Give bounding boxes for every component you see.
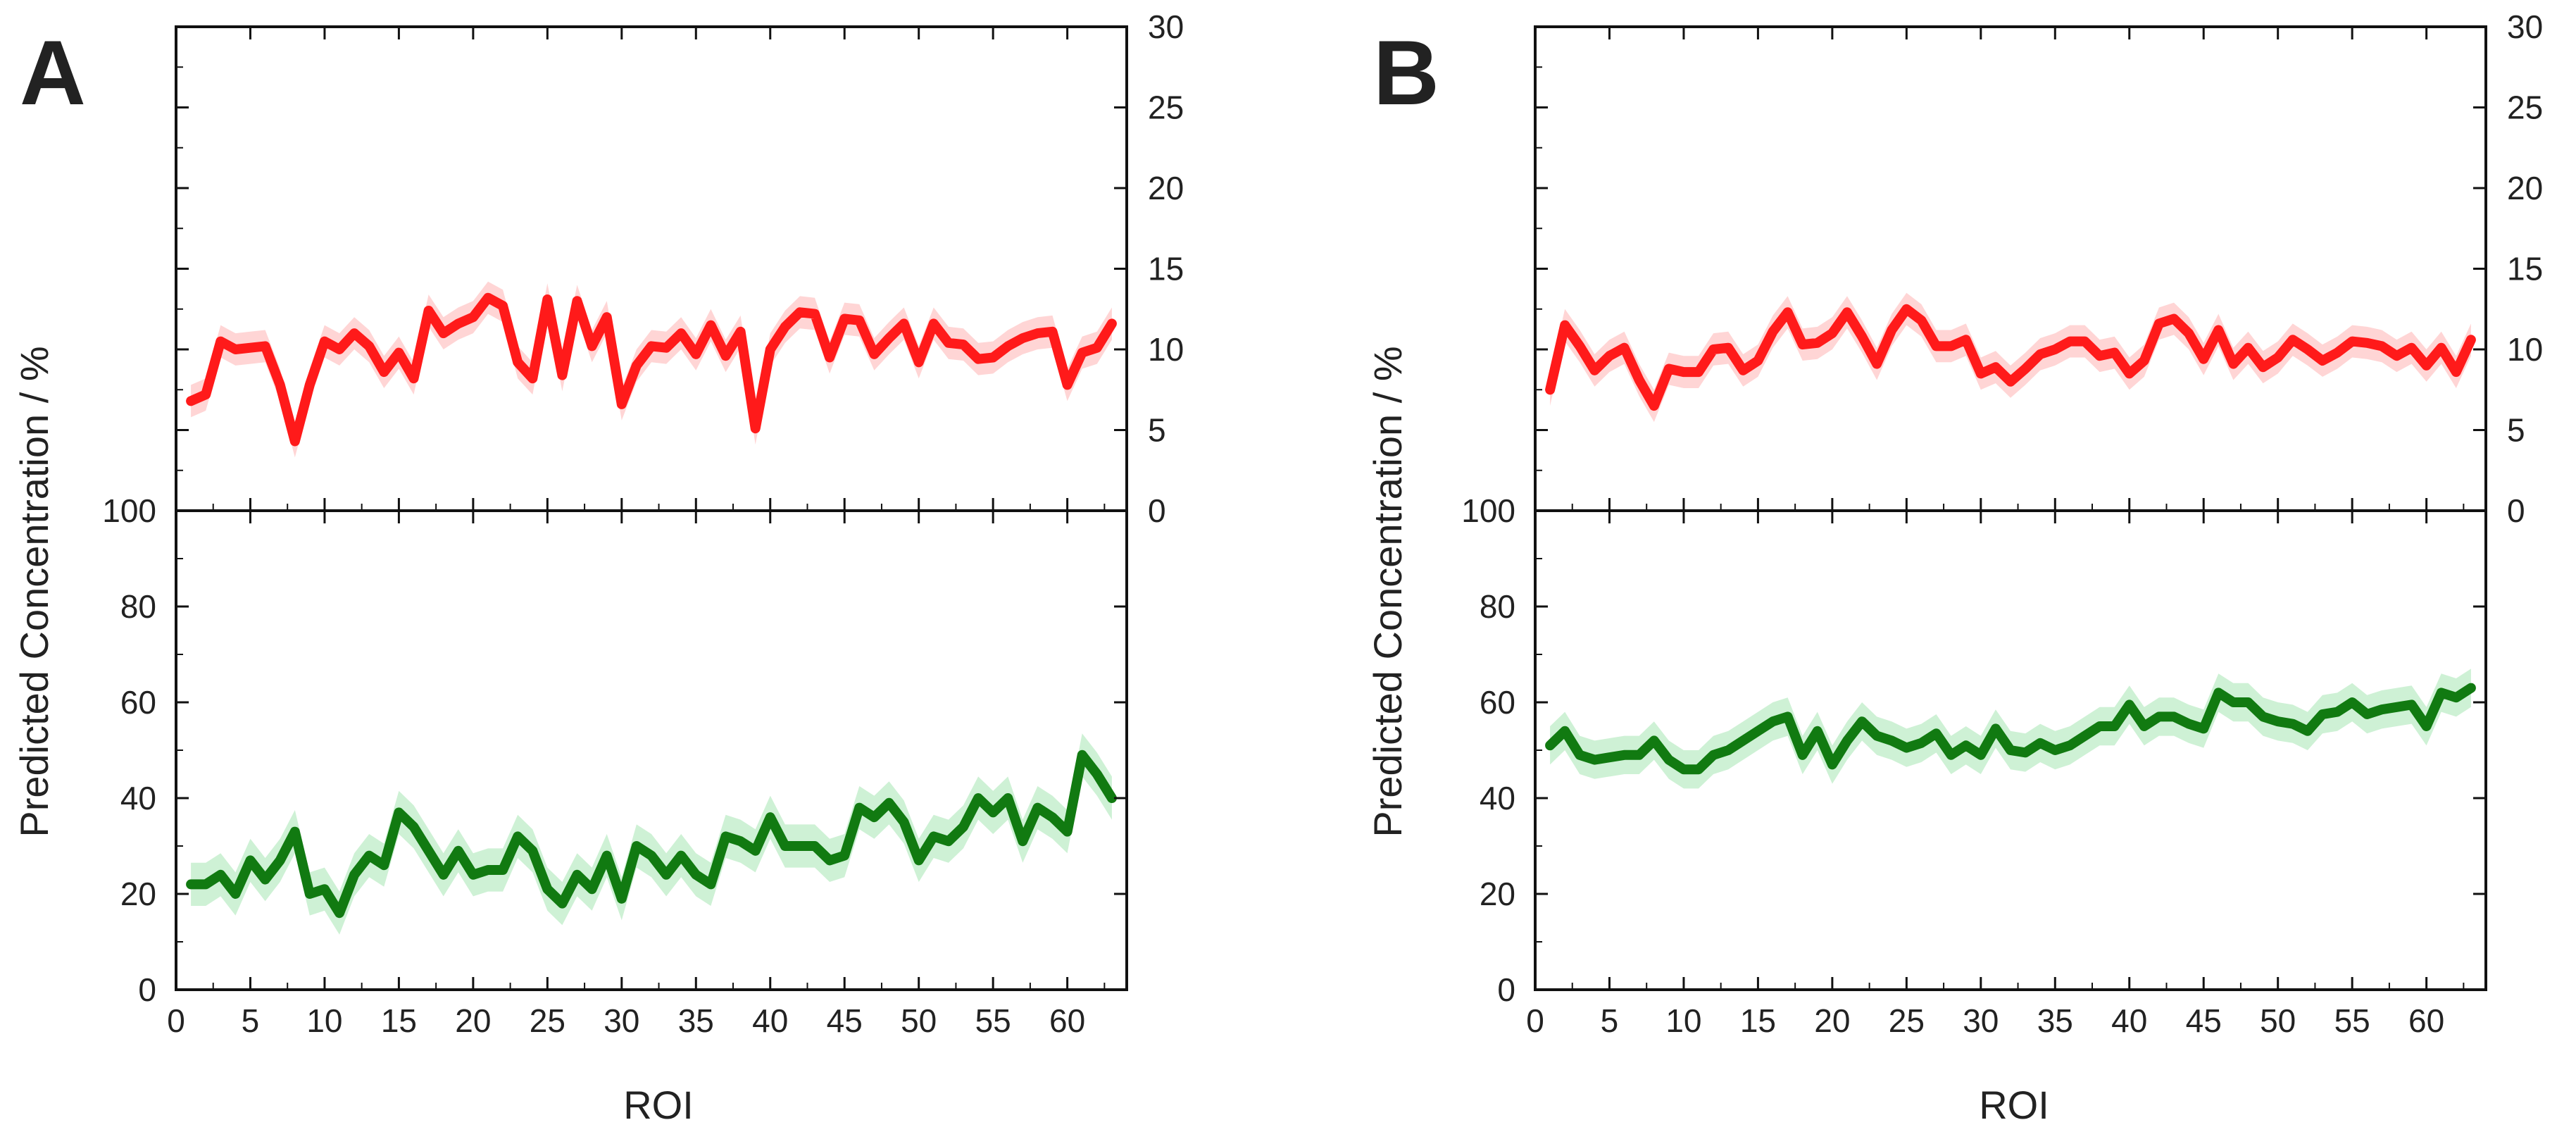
x-tick-label-a-15: 15: [381, 1002, 417, 1039]
y-tick-label-b-bottom-40: 40: [1480, 780, 1515, 816]
x-tick-label-b-0: 0: [1526, 1002, 1544, 1039]
y-tick-label-a-top-10: 10: [1148, 331, 1184, 368]
x-tick-label-b-60: 60: [2408, 1002, 2444, 1039]
y-tick-label-b-top-30: 30: [2507, 8, 2543, 45]
x-tick-label-a-55: 55: [975, 1002, 1011, 1039]
plot-frame-a-bottom: [175, 509, 1128, 991]
x-tick-label-b-35: 35: [2037, 1002, 2073, 1039]
y-tick-label-b-top-0: 0: [2507, 492, 2525, 529]
y-tick-label-a-bottom-0: 0: [138, 971, 156, 1008]
y-tick-label-a-bottom-100: 100: [102, 492, 156, 529]
chart-a-top: 0 5 10 15 20 25 30: [175, 8, 1184, 529]
plot-frame-a-top: [175, 25, 1128, 512]
x-tick-label-a-0: 0: [167, 1002, 185, 1039]
x-tick-label-a-60: 60: [1049, 1002, 1085, 1039]
x-tick-label-a-40: 40: [752, 1002, 788, 1039]
x-tick-label-a-5: 5: [242, 1002, 260, 1039]
y-tick-label-a-bottom-80: 80: [120, 588, 156, 625]
y-axis-title-a: Predicted Concentration / %: [12, 346, 56, 837]
chart-b-top: 0 5 10 15 20 25 30: [1534, 8, 2543, 529]
y-tick-label-b-top-10: 10: [2507, 331, 2543, 368]
x-axis-title-a: ROI: [623, 1083, 694, 1127]
y-tick-label-b-bottom-100: 100: [1461, 492, 1515, 529]
plot-frame-b-top: [1534, 25, 2487, 512]
y-tick-label-a-top-25: 25: [1148, 89, 1184, 126]
y-tick-label-b-bottom-80: 80: [1480, 588, 1515, 625]
x-tick-label-b-45: 45: [2186, 1002, 2222, 1039]
x-tick-label-a-50: 50: [901, 1002, 937, 1039]
x-tick-label-a-35: 35: [678, 1002, 714, 1039]
x-tick-label-a-45: 45: [827, 1002, 863, 1039]
y-tick-label-b-top-5: 5: [2507, 412, 2525, 449]
green-series-line-a-bottom: [186, 750, 1117, 919]
x-tick-label-b-55: 55: [2334, 1002, 2370, 1039]
y-axis-title-b: Predicted Concentration / %: [1365, 346, 1410, 837]
y-tick-label-b-top-15: 15: [2507, 251, 2543, 287]
y-tick-label-a-top-30: 30: [1148, 8, 1184, 45]
y-tick-label-a-top-5: 5: [1148, 412, 1166, 449]
y-tick-label-a-top-20: 20: [1148, 170, 1184, 206]
x-tick-label-a-20: 20: [455, 1002, 491, 1039]
y-tick-label-a-bottom-60: 60: [120, 684, 156, 721]
y-tick-label-b-top-25: 25: [2507, 89, 2543, 126]
x-tick-label-b-5: 5: [1601, 1002, 1619, 1039]
chart-a-bottom: 0 5 10 15 20 25 30 35 40 45 50 55 60 0 20 40 60 80 100: [102, 492, 1128, 1039]
chart-b-bottom: 0 5 10 15 20 25 30 35 40 45 50 55 60 0 20 40 60 80 100: [1461, 492, 2487, 1039]
y-tick-label-b-top-20: 20: [2507, 170, 2543, 206]
x-tick-label-a-25: 25: [530, 1002, 565, 1039]
panel-label-b: B: [1373, 21, 1439, 124]
y-tick-label-b-bottom-0: 0: [1497, 971, 1515, 1008]
y-tick-label-a-top-15: 15: [1148, 251, 1184, 287]
x-tick-label-b-40: 40: [2111, 1002, 2147, 1039]
x-tick-label-b-30: 30: [1963, 1002, 1999, 1039]
x-tick-label-b-15: 15: [1740, 1002, 1776, 1039]
x-tick-label-b-50: 50: [2260, 1002, 2296, 1039]
y-tick-label-b-bottom-20: 20: [1480, 876, 1515, 912]
y-tick-label-a-bottom-20: 20: [120, 876, 156, 912]
x-tick-label-a-30: 30: [604, 1002, 639, 1039]
red-band-a-top: [191, 281, 1112, 458]
y-tick-label-a-top-0: 0: [1148, 492, 1166, 529]
x-tick-label-a-10: 10: [306, 1002, 342, 1039]
x-tick-label-b-20: 20: [1814, 1002, 1850, 1039]
y-tick-label-b-bottom-60: 60: [1480, 684, 1515, 721]
y-tick-label-a-bottom-40: 40: [120, 780, 156, 816]
x-tick-label-b-25: 25: [1889, 1002, 1925, 1039]
red-series-line-a-top: [186, 292, 1117, 447]
green-band-a-bottom: [191, 733, 1112, 935]
x-axis-title-b: ROI: [1979, 1083, 2049, 1127]
green-series-line-b-bottom: [1545, 683, 2476, 775]
red-series-line-b-top: [1545, 304, 2476, 411]
x-tick-label-b-10: 10: [1665, 1002, 1701, 1039]
panel-label-a: A: [20, 21, 86, 124]
